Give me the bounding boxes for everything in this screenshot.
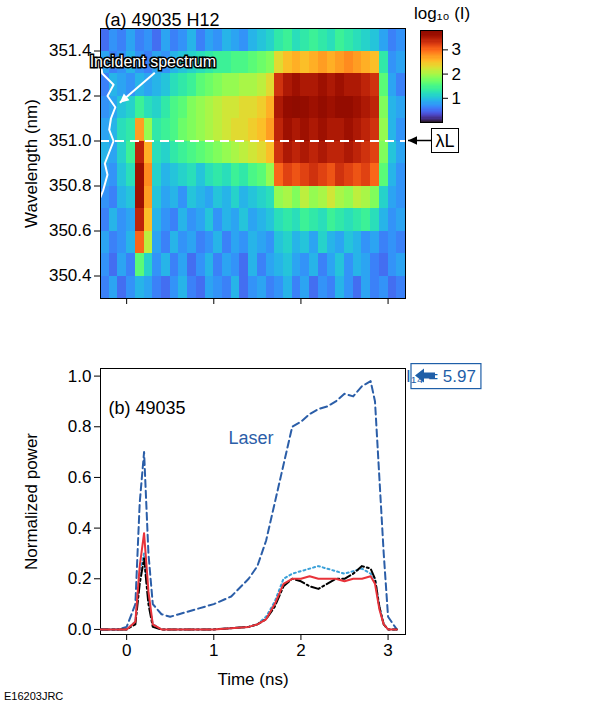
svg-text:(a) 49035 H12: (a) 49035 H12 — [105, 10, 220, 30]
svg-text:1.0: 1.0 — [68, 367, 92, 386]
svg-text:3: 3 — [452, 40, 461, 59]
svg-text:0.4: 0.4 — [68, 519, 92, 538]
svg-text:0.2: 0.2 — [68, 569, 92, 588]
svg-text:(b) 49035: (b) 49035 — [109, 398, 186, 418]
svg-text:Normalized power: Normalized power — [22, 433, 41, 570]
svg-text:Laser: Laser — [229, 428, 274, 448]
svg-text:0.6: 0.6 — [68, 468, 92, 487]
svg-text:1: 1 — [209, 641, 218, 660]
svg-text:350.4: 350.4 — [49, 266, 92, 285]
svg-text:351.0: 351.0 — [49, 131, 92, 150]
svg-text:Wavelength (nm): Wavelength (nm) — [22, 99, 41, 228]
html-text:log₁₀ (I): log₁₀ (I) — [414, 4, 471, 23]
svg-text:350.6: 350.6 — [49, 221, 92, 240]
svg-text:I₁₄ = 5.97: I₁₄ = 5.97 — [406, 367, 476, 386]
svg-text:351.2: 351.2 — [49, 86, 92, 105]
svg-text:3: 3 — [383, 641, 392, 660]
svg-text:351.4: 351.4 — [49, 41, 92, 60]
svg-text:Incident spectrum: Incident spectrum — [90, 53, 216, 70]
svg-text:2: 2 — [452, 65, 461, 84]
svg-text:λL: λL — [435, 131, 454, 151]
svg-text:0.0: 0.0 — [68, 620, 92, 639]
svg-text:1: 1 — [452, 89, 461, 108]
svg-text:0: 0 — [122, 641, 131, 660]
svg-text:Time (ns): Time (ns) — [217, 670, 288, 689]
svg-text:350.8: 350.8 — [49, 176, 92, 195]
svg-text:2: 2 — [296, 641, 305, 660]
svg-text:0.8: 0.8 — [68, 417, 92, 436]
html-text:E16203JRC: E16203JRC — [4, 690, 64, 702]
